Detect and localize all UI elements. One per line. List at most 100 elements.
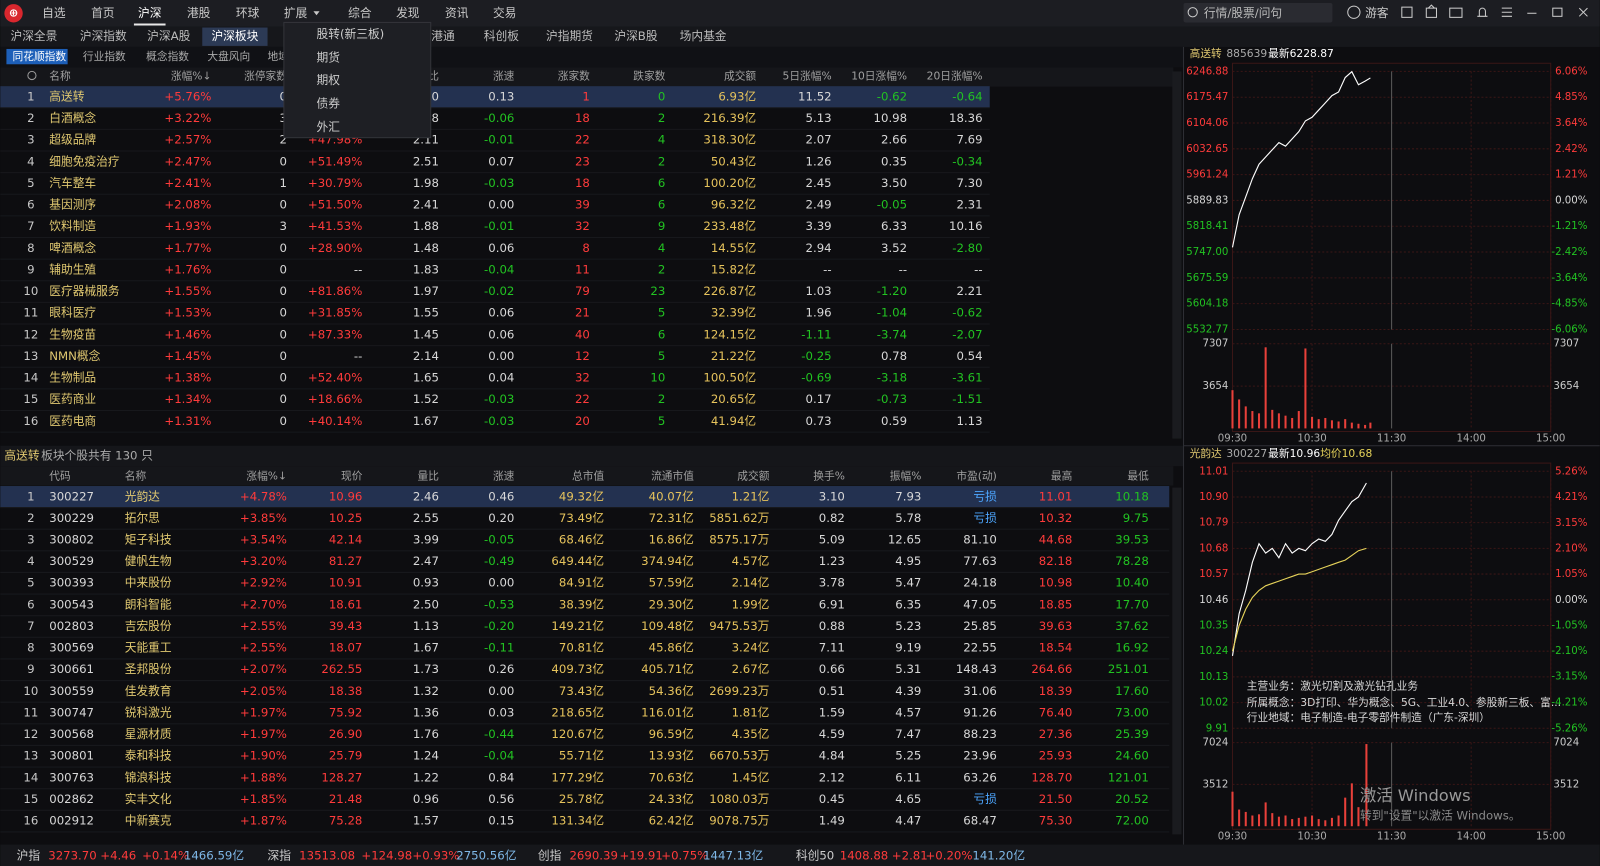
table-cell[interactable]: 1.52 (413, 392, 439, 406)
table-cell[interactable]: 2.31 (956, 198, 982, 212)
table-cell[interactable]: 4.39 (895, 684, 921, 698)
table-cell[interactable]: 177.29亿 (551, 770, 604, 784)
table-cell[interactable]: 1.81亿 (732, 705, 770, 719)
menu-item[interactable]: 港股 (187, 6, 211, 20)
menu-item[interactable]: 资讯 (445, 6, 469, 20)
table-cell[interactable]: -- (354, 349, 362, 363)
table-cell[interactable]: +1.31% (164, 414, 211, 428)
table-cell[interactable]: 18.61 (329, 597, 363, 611)
table-cell[interactable]: 6.33 (881, 219, 907, 233)
table-cell[interactable]: 20.65亿 (711, 392, 756, 406)
table-cell[interactable]: 1.73 (413, 662, 439, 676)
table-cell[interactable]: 1.32 (413, 684, 439, 698)
table-cell[interactable]: -0.05 (877, 198, 907, 212)
table-cell[interactable]: 3.24亿 (732, 641, 770, 655)
table-cell[interactable]: 0.07 (488, 154, 514, 168)
table-cell[interactable]: 55.71亿 (559, 749, 604, 763)
table-cell[interactable]: 8 (27, 241, 34, 255)
table-cell[interactable]: 5.13 (806, 111, 832, 125)
table-cell[interactable]: 18.07 (329, 641, 363, 655)
table-cell[interactable]: 高送转 (49, 89, 84, 103)
table-cell[interactable]: 9 (27, 262, 34, 276)
table-cell[interactable]: 6 (658, 327, 665, 341)
table-cell[interactable]: 2.49 (806, 198, 832, 212)
table-cell[interactable]: 3.39 (806, 219, 832, 233)
table-cell[interactable]: 2699.23万 (709, 684, 769, 698)
table-cell[interactable]: 148.43 (956, 662, 997, 676)
logo[interactable] (4, 4, 23, 23)
menu-item[interactable]: 首页 (91, 6, 114, 20)
table-cell[interactable]: -0.04 (484, 749, 514, 763)
table-cell[interactable]: +2.08% (164, 198, 211, 212)
table-cell[interactable]: 0 (279, 306, 286, 320)
table-cell[interactable]: 15 (23, 392, 38, 406)
table-cell[interactable]: 002862 (49, 792, 94, 806)
table-cell[interactable]: 1.97 (413, 284, 439, 298)
table-cell[interactable]: 实丰文化 (125, 792, 172, 806)
table-cell[interactable]: 0 (279, 349, 286, 363)
table-cell[interactable]: 0.00 (488, 684, 514, 698)
table-cell[interactable]: -0.53 (484, 597, 514, 611)
table-cell[interactable]: 4 (658, 241, 665, 255)
table-cell[interactable]: 4 (27, 154, 34, 168)
table-cell[interactable]: +2.57% (164, 133, 211, 147)
table-cell[interactable]: 73.43亿 (559, 684, 604, 698)
table-cell[interactable]: +1.88% (240, 770, 287, 784)
table-cell[interactable]: 0.93 (413, 576, 439, 590)
table-cell[interactable]: 0.03 (488, 705, 514, 719)
table-cell[interactable]: 1.45 (413, 327, 439, 341)
table-cell[interactable]: 8575.17万 (709, 533, 769, 547)
subtab[interactable]: 概念指数 (146, 50, 189, 63)
table-cell[interactable]: 149.21亿 (551, 619, 604, 633)
table-cell[interactable]: 1.23 (819, 554, 845, 568)
table-cell[interactable]: 2.46 (413, 489, 439, 503)
table-cell[interactable]: 57.59亿 (649, 576, 694, 590)
table-cell[interactable]: -0.20 (484, 619, 514, 633)
dropdown-item[interactable]: 外汇 (317, 120, 341, 134)
table-cell[interactable]: 0 (279, 198, 286, 212)
table-cell[interactable]: 22 (575, 392, 590, 406)
table-cell[interactable]: 汽车整车 (49, 176, 96, 190)
table-cell[interactable]: +1.46% (164, 327, 211, 341)
table-cell[interactable]: -- (823, 262, 831, 276)
table-cell[interactable]: 18 (575, 111, 590, 125)
table-cell[interactable]: 圣邦股份 (125, 662, 172, 676)
menu-item[interactable]: 交易 (493, 6, 516, 20)
table-cell[interactable]: -- (974, 262, 982, 276)
table-cell[interactable]: 矩子科技 (125, 533, 172, 547)
table-cell[interactable]: 1.59 (819, 705, 845, 719)
dropdown-item[interactable]: 期货 (317, 51, 341, 65)
table-cell[interactable]: 10 (23, 684, 38, 698)
table-cell[interactable]: +1.45% (164, 349, 211, 363)
table-cell[interactable]: 1 (582, 89, 589, 103)
table-cell[interactable]: +1.55% (164, 284, 211, 298)
table-cell[interactable]: 6.91 (819, 597, 845, 611)
table-cell[interactable]: 25.78亿 (559, 792, 604, 806)
table-cell[interactable]: 20.52 (1115, 792, 1149, 806)
table-cell[interactable]: 218.65亿 (551, 705, 604, 719)
table-cell[interactable]: 6.11 (895, 770, 921, 784)
table-cell[interactable]: 拓尔思 (125, 511, 160, 525)
table-cell[interactable]: 72.31亿 (649, 511, 694, 525)
table-cell[interactable]: 7.30 (956, 176, 982, 190)
table-cell[interactable]: +1.77% (164, 241, 211, 255)
table-cell[interactable]: +2.55% (240, 619, 287, 633)
table-cell[interactable]: 1.88 (413, 219, 439, 233)
table-cell[interactable]: 88.23 (963, 727, 997, 741)
table-cell[interactable]: 5 (27, 176, 34, 190)
table-cell[interactable]: 5.78 (895, 511, 921, 525)
table-cell[interactable]: 81.27 (329, 554, 363, 568)
table-cell[interactable]: 0 (279, 262, 286, 276)
table-cell[interactable]: 0 (431, 89, 438, 103)
table-cell[interactable]: -0.01 (484, 219, 514, 233)
table-cell[interactable]: 0 (279, 414, 286, 428)
table-cell[interactable]: 1.45亿 (732, 770, 770, 784)
table-cell[interactable]: 21.22亿 (711, 349, 756, 363)
table-cell[interactable]: 77.63 (963, 554, 997, 568)
table-cell[interactable]: 7 (27, 619, 34, 633)
table-cell[interactable]: +4.78% (240, 489, 287, 503)
table-cell[interactable]: 15 (23, 792, 38, 806)
table-cell[interactable]: 1 (279, 176, 286, 190)
table-cell[interactable]: 54.36亿 (649, 684, 694, 698)
table-cell[interactable]: 262.55 (321, 662, 362, 676)
